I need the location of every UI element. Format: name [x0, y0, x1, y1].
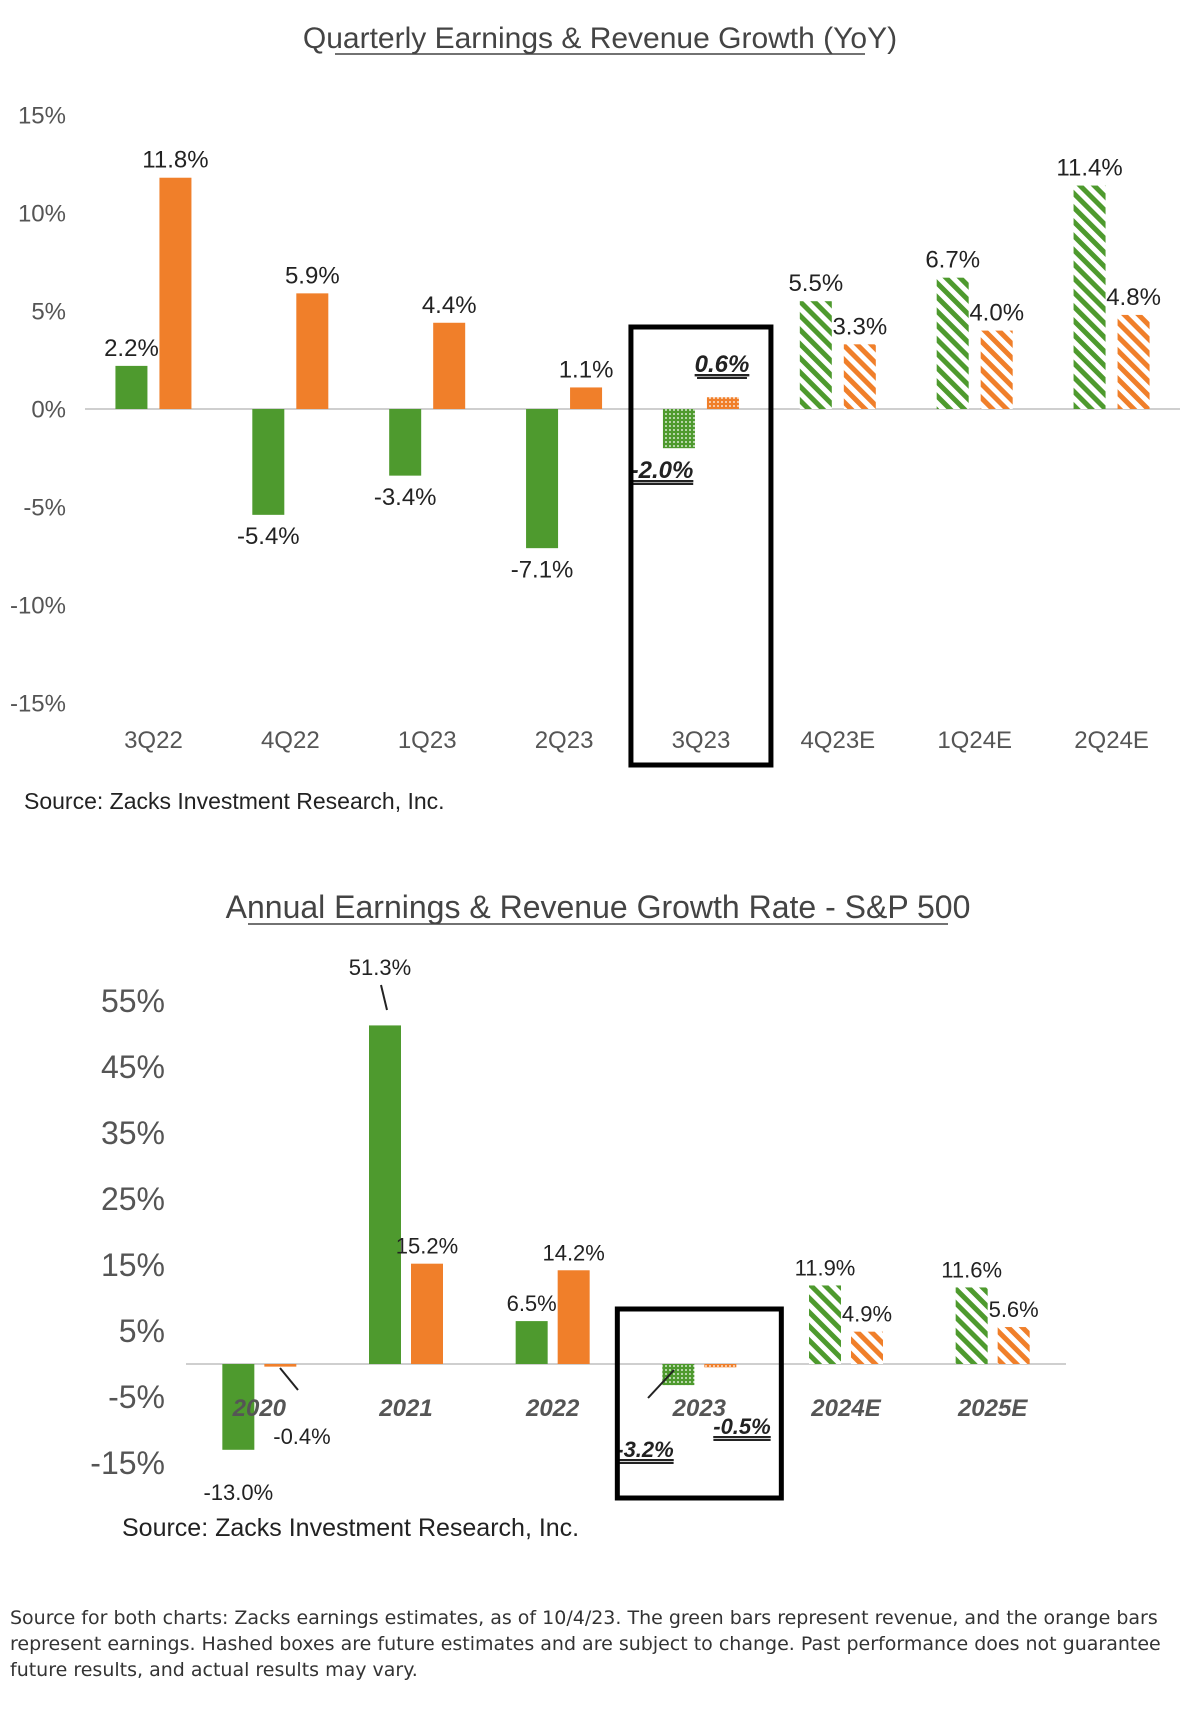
revenue-bar	[526, 409, 559, 549]
earnings-data-label: 4.4%	[422, 292, 477, 319]
x-category-label: 2Q23	[535, 727, 594, 754]
revenue-bar	[662, 409, 695, 449]
x-category-label: 4Q22	[261, 727, 320, 754]
earnings-bar	[411, 1263, 443, 1364]
revenue-data-label: -5.4%	[237, 523, 300, 550]
revenue-bar	[369, 1025, 401, 1364]
earnings-bar	[433, 322, 466, 409]
y-tick-label: 25%	[101, 1181, 165, 1217]
revenue-bar	[252, 409, 285, 515]
earnings-bar	[296, 293, 329, 409]
revenue-data-label: -13.0%	[203, 1480, 273, 1505]
revenue-data-label: 5.5%	[788, 270, 843, 297]
earnings-data-label: 5.9%	[285, 262, 340, 289]
earnings-data-label: 0.6%	[695, 351, 750, 378]
earnings-data-label: 4.9%	[842, 1302, 892, 1327]
earnings-bar	[997, 1327, 1030, 1364]
revenue-bar	[115, 365, 148, 409]
revenue-data-label: 2.2%	[104, 335, 159, 362]
x-category-label: 2Q24E	[1074, 727, 1149, 754]
earnings-data-label: 1.1%	[559, 356, 614, 383]
earnings-bar	[570, 387, 603, 409]
revenue-bar	[515, 1321, 548, 1364]
y-tick-label: -15%	[90, 1445, 165, 1481]
revenue-data-label: 11.9%	[795, 1255, 856, 1280]
x-category-label: 2022	[525, 1395, 580, 1422]
label-leader-line	[647, 1369, 675, 1399]
earnings-data-label: 15.2%	[396, 1234, 458, 1259]
earnings-bar	[704, 1364, 737, 1368]
x-category-label: 3Q22	[124, 727, 183, 754]
earnings-data-label: -0.5%	[713, 1414, 770, 1439]
y-tick-label: -15%	[10, 690, 66, 717]
quarterly-chart: Quarterly Earnings & Revenue Growth (YoY…	[0, 0, 1200, 820]
revenue-bar	[936, 277, 969, 409]
x-category-label: 3Q23	[672, 727, 731, 754]
revenue-data-label: 11.6%	[941, 1257, 1002, 1282]
x-category-label: 2024E	[810, 1395, 881, 1422]
revenue-bar	[809, 1285, 841, 1364]
revenue-data-label: -7.1%	[511, 556, 574, 583]
y-tick-label: 5%	[119, 1313, 165, 1349]
earnings-bar	[706, 397, 739, 409]
earnings-bar	[980, 330, 1013, 409]
earnings-data-label: 11.8%	[142, 147, 208, 174]
earnings-bar	[557, 1270, 590, 1364]
chart-title: Quarterly Earnings & Revenue Growth (YoY…	[303, 22, 897, 55]
x-category-label: 2025E	[957, 1395, 1028, 1422]
annual-chart-svg: Annual Earnings & Revenue Growth Rate - …	[90, 889, 1066, 1505]
revenue-bar	[955, 1287, 988, 1364]
earnings-bar	[159, 177, 192, 409]
x-category-label: 2020	[232, 1395, 287, 1422]
y-tick-label: 15%	[18, 102, 66, 129]
earnings-data-label: 5.6%	[989, 1297, 1039, 1322]
revenue-bar	[1073, 185, 1106, 409]
annual-chart-source: Source: Zacks Investment Research, Inc.	[122, 1514, 580, 1542]
y-tick-label: -5%	[108, 1379, 165, 1415]
earnings-bar	[851, 1331, 883, 1364]
y-tick-label: 0%	[31, 396, 66, 423]
revenue-data-label: -3.4%	[374, 484, 437, 511]
chart-title: Annual Earnings & Revenue Growth Rate - …	[226, 889, 971, 925]
revenue-data-label: 11.4%	[1056, 155, 1122, 182]
revenue-data-label: 51.3%	[349, 955, 411, 980]
earnings-data-label: 4.8%	[1106, 284, 1161, 311]
revenue-data-label: -2.0%	[631, 457, 694, 484]
label-leader-line	[380, 984, 388, 1011]
y-tick-label: 35%	[101, 1115, 165, 1151]
x-category-label: 1Q24E	[937, 727, 1012, 754]
earnings-bar	[843, 344, 876, 409]
x-category-label: 2021	[378, 1395, 432, 1422]
revenue-bar	[799, 301, 832, 409]
earnings-bar	[1117, 314, 1150, 409]
y-tick-label: -5%	[23, 494, 66, 521]
y-tick-label: 10%	[18, 200, 66, 227]
earnings-data-label: 3.3%	[832, 313, 887, 340]
quarterly-chart-source: Source: Zacks Investment Research, Inc.	[24, 788, 445, 814]
label-leader-line	[279, 1367, 299, 1391]
highlight-box	[614, 1306, 784, 1501]
footnote: Source for both charts: Zacks earnings e…	[10, 1607, 1161, 1681]
annual-chart: Annual Earnings & Revenue Growth Rate - …	[0, 860, 1200, 1570]
earnings-data-label: 14.2%	[542, 1240, 604, 1265]
revenue-bar	[662, 1364, 695, 1386]
revenue-data-label: 6.5%	[507, 1291, 557, 1316]
revenue-data-label: -3.2%	[616, 1437, 673, 1462]
x-category-label: 1Q23	[398, 727, 457, 754]
revenue-bar	[222, 1364, 255, 1450]
earnings-data-label: 4.0%	[969, 300, 1024, 327]
earnings-bar	[264, 1364, 297, 1367]
y-tick-label: 55%	[101, 983, 165, 1019]
y-tick-label: 5%	[31, 298, 66, 325]
x-category-label: 2023	[672, 1395, 727, 1422]
highlight-box	[628, 324, 774, 768]
revenue-bar	[389, 409, 422, 476]
y-tick-label: -10%	[10, 592, 66, 619]
revenue-data-label: 6.7%	[925, 247, 980, 274]
earnings-data-label: -0.4%	[273, 1424, 330, 1449]
quarterly-chart-svg: Quarterly Earnings & Revenue Growth (YoY…	[10, 22, 1180, 768]
x-category-label: 4Q23E	[800, 727, 875, 754]
y-tick-label: 15%	[101, 1247, 165, 1283]
y-tick-label: 45%	[101, 1049, 165, 1085]
